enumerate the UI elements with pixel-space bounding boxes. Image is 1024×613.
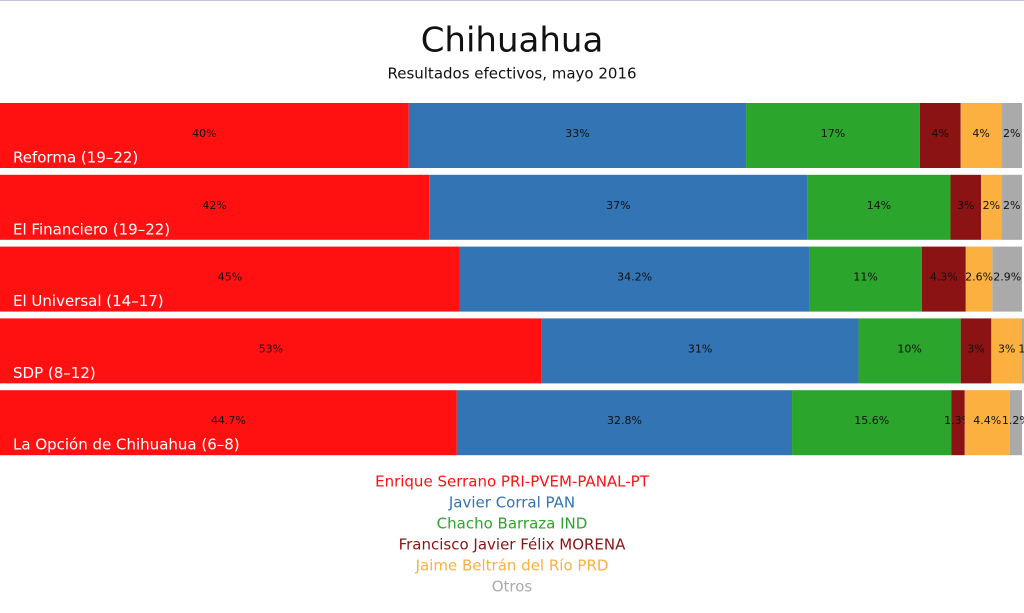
category-label: Reforma (19–22) [13, 149, 138, 167]
data-label: 45% [218, 271, 242, 284]
bar-segment [950, 174, 982, 240]
data-label: 2% [1003, 127, 1020, 140]
chart-title: Chihuahua [421, 21, 604, 61]
data-label: 42% [202, 199, 226, 212]
bar-segment [981, 174, 1002, 240]
chart-subtitle: Resultados efectivos, mayo 2016 [387, 65, 636, 83]
bar-segment [991, 318, 1022, 384]
data-label: 31% [688, 342, 712, 355]
bar-segment [1001, 174, 1022, 240]
data-label: 2% [983, 199, 1000, 212]
bar-segment [0, 103, 409, 168]
bar-segment [960, 318, 992, 384]
legend-entry: Jaime Beltrán del Río PRD [415, 557, 609, 575]
data-label: 2% [1003, 199, 1020, 212]
bar-segment [0, 246, 460, 312]
data-label: 1% [1018, 342, 1024, 355]
bar-segment [960, 103, 1002, 168]
bar-segment [858, 318, 961, 384]
data-label: 4% [932, 127, 949, 140]
category-label: La Opción de Chihuahua (6–8) [13, 436, 240, 454]
bar-segment [541, 318, 859, 384]
data-label: 2.9% [993, 271, 1021, 284]
data-label: 32.8% [607, 414, 642, 427]
bar-segment [919, 103, 961, 168]
data-label: 33% [565, 127, 589, 140]
data-label: 53% [259, 342, 283, 355]
bar-segment [1001, 103, 1022, 168]
bar-segment [0, 390, 457, 456]
data-label: 17% [821, 127, 845, 140]
category-label: El Financiero (19–22) [13, 220, 170, 238]
bar-segment [429, 174, 808, 240]
bar-segment [951, 390, 965, 456]
data-label: 3% [967, 342, 984, 355]
data-label: 4.3% [930, 271, 958, 284]
bar-segment [0, 318, 542, 384]
bar-segment [1022, 318, 1024, 384]
data-label: 4% [972, 127, 989, 140]
legend-entry: Javier Corral PAN [448, 494, 575, 512]
bar-segment [964, 390, 1010, 456]
data-label: 14% [867, 199, 891, 212]
legend-entry: Otros [492, 578, 533, 596]
bar-segment [809, 246, 922, 312]
legend-entry: Enrique Serrano PRI-PVEM-PANAL-PT [375, 473, 650, 491]
data-label: 34.2% [617, 271, 652, 284]
data-label: 1.2% [1002, 414, 1024, 427]
data-label: 37% [606, 199, 630, 212]
data-label: 11% [853, 271, 877, 284]
bar-segment [965, 246, 993, 312]
legend-entry: Francisco Javier Félix MORENA [399, 536, 627, 554]
category-label: El Universal (14–17) [13, 292, 164, 310]
bar-segment [459, 246, 810, 312]
data-label: 40% [192, 127, 216, 140]
legend-entry: Chacho Barraza IND [437, 515, 588, 533]
category-label: SDP (8–12) [13, 364, 96, 382]
bar-segment [746, 103, 920, 168]
bar-segment [921, 246, 966, 312]
data-label: 44.7% [211, 414, 246, 427]
data-label: 10% [897, 342, 921, 355]
bar-segment [792, 390, 952, 456]
bar-segment [408, 103, 747, 168]
bar-segment [807, 174, 951, 240]
data-label: 3% [998, 342, 1015, 355]
data-label: 3% [957, 199, 974, 212]
bar-segment [0, 174, 430, 240]
data-label: 2.6% [965, 271, 993, 284]
data-label: 4.4% [973, 414, 1001, 427]
bar-segment [992, 246, 1022, 312]
data-label: 15.6% [854, 414, 889, 427]
bar-segment [456, 390, 793, 456]
bar-segment [1009, 390, 1022, 456]
